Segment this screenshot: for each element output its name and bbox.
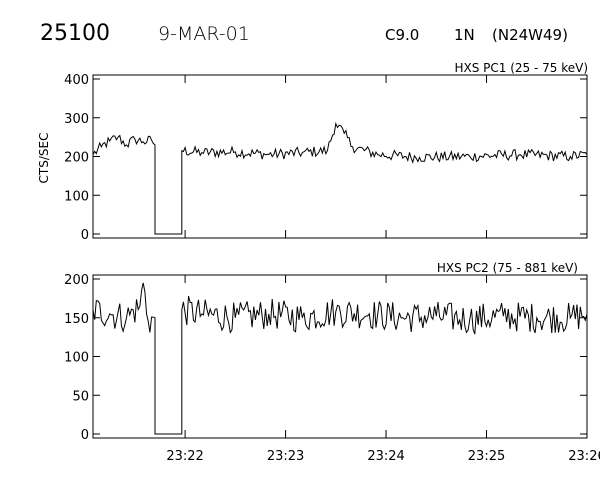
pc2-x-axis: 23:22 23:23 23:24 23:25 23:26 — [166, 275, 600, 464]
y-tick-label: 0 — [81, 228, 89, 243]
x-tick-label: 23:25 — [468, 449, 505, 464]
pc2-y-axis: 0 50 100 150 200 — [64, 273, 587, 443]
y-tick-label: 300 — [64, 112, 89, 127]
y-tick-label: 100 — [64, 351, 89, 366]
flare-importance: 1N — [454, 26, 475, 44]
pc1-x-axis — [184, 75, 588, 238]
pc1-plot-frame — [92, 74, 588, 239]
y-tick-label: 0 — [81, 428, 89, 443]
pc2-title: HXS PC2 (75 - 881 keV) — [437, 261, 578, 275]
x-tick-label: 23:23 — [267, 449, 304, 464]
pc1-title: HXS PC1 (25 - 75 keV) — [454, 61, 588, 75]
pc2-plot-frame — [92, 274, 588, 439]
pc1-panel: HXS PC1 (25 - 75 keV) 0 100 200 300 400 CTS/… — [37, 61, 588, 243]
x-tick-label: 23:26 — [568, 449, 600, 464]
x-tick-label: 23:22 — [166, 449, 203, 464]
y-tick-label: 50 — [72, 389, 89, 404]
y-tick-label: 100 — [64, 189, 89, 204]
y-tick-label: 400 — [64, 73, 89, 88]
y-tick-label: 200 — [64, 273, 89, 288]
y-tick-label: 150 — [64, 312, 89, 327]
event-id: 25100 — [40, 21, 110, 46]
x-tick-label: 23:24 — [367, 449, 404, 464]
pc2-panel: HXS PC2 (75 - 881 keV) 0 50 100 150 200 23:2… — [64, 261, 600, 464]
pc1-y-axis-label: CTS/SEC — [37, 133, 51, 184]
flare-location: (N24W49) — [492, 26, 568, 44]
series-line — [92, 282, 588, 435]
pc1-series — [92, 121, 588, 235]
series-line — [92, 121, 588, 235]
pc1-y-axis: 0 100 200 300 400 — [64, 73, 587, 243]
flare-class: C9.0 — [385, 26, 419, 44]
event-date: 9-MAR-01 — [158, 23, 250, 45]
pc2-series — [92, 282, 588, 435]
y-tick-label: 200 — [64, 151, 89, 166]
